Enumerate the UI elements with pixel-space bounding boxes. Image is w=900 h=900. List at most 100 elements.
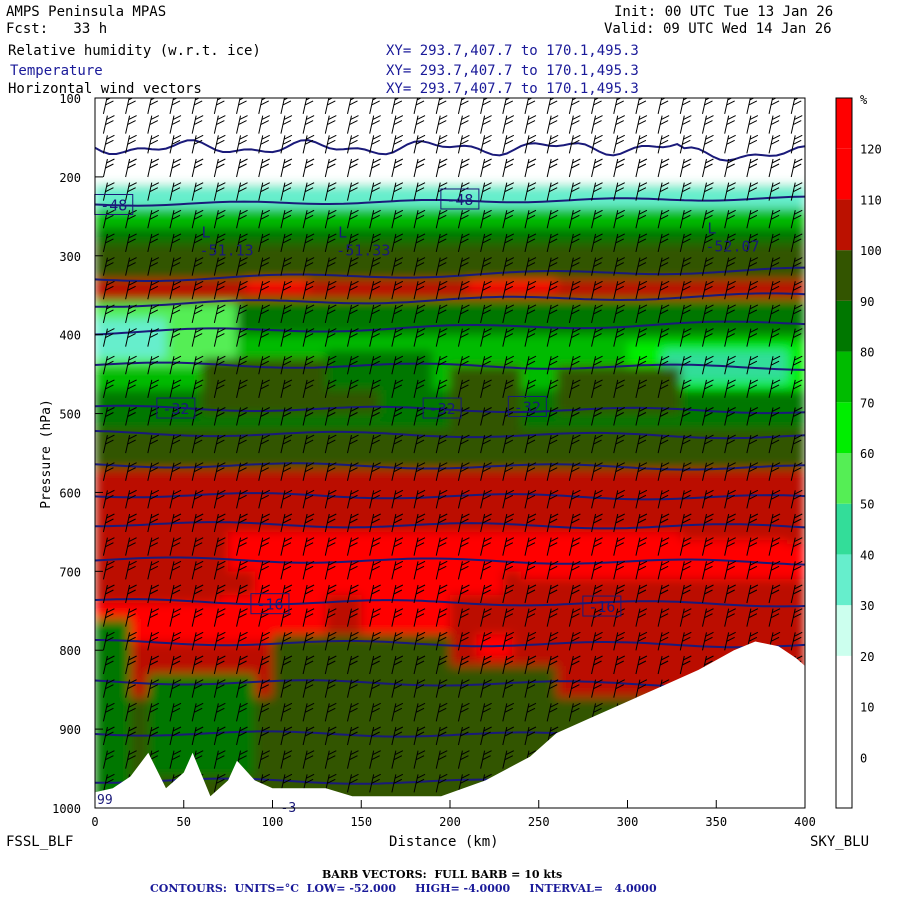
wind-barb [125,98,136,114]
colorbar-label: 70 [860,396,874,410]
contour-label: -48 [94,194,134,215]
wind-barb [591,209,603,229]
wind-barb [724,560,736,580]
wind-barb [591,257,603,276]
wind-barb [280,537,293,556]
wind-barb [435,584,448,604]
wind-barb [635,560,648,580]
wind-barb [302,434,315,454]
wind-barb [701,407,714,426]
wind-barb [480,355,492,375]
wind-barb [413,158,426,178]
wind-barb [147,355,160,375]
wind-barb [102,679,115,698]
wind-barb [413,462,426,481]
wind-barb [457,328,470,347]
wind-barb [457,233,470,253]
wind-barb [125,584,137,604]
field-temp-xy: XY= 293.7,407.7 to 170.1,495.3 [386,63,639,79]
wind-barb [635,257,648,276]
wind-barb [213,726,226,746]
wind-barb [613,115,625,134]
wind-barb [613,560,625,580]
wind-barb [480,158,492,178]
wind-barb [768,608,781,627]
wind-barb [280,182,293,201]
wind-barb [790,560,803,580]
wind-barb [790,209,803,229]
wind-barb [147,462,160,481]
wind-barb [369,560,381,580]
wind-barb [102,182,115,201]
wind-barb [679,560,692,580]
wind-barb [591,489,603,509]
wind-barb [258,462,270,481]
wind-barb [280,608,293,627]
wind-barb [457,655,470,675]
wind-barb [236,513,248,533]
contour-line [95,556,805,566]
wind-barb [457,513,470,533]
wind-barb [502,655,515,675]
wind-barb [546,702,559,722]
wind-barb [191,726,204,746]
wind-barb [724,489,736,509]
wind-barb [369,655,381,675]
wind-barb [391,702,404,722]
wind-barb [457,462,470,481]
wind-barb [280,115,293,134]
wind-barb [413,304,426,324]
colorbar-segment [836,706,852,758]
wind-barb [346,702,359,722]
wind-barb [191,115,204,134]
wind-barb [258,434,270,454]
wind-barb [480,304,492,324]
wind-barb [568,702,581,722]
wind-barb [724,631,736,651]
wind-barb [236,631,248,651]
field-wind-name: Horizontal wind vectors [8,81,202,97]
wind-barb [435,462,448,481]
wind-barb [413,513,426,533]
wind-barb [302,182,315,201]
wind-barb [568,608,581,627]
wind-barb [302,209,315,229]
wind-barb [102,537,115,556]
wind-barb [435,608,448,627]
wind-barb [435,773,448,793]
wind-barb [413,379,426,398]
wind-barb [701,379,714,398]
wind-barb [502,355,515,375]
wind-barb [701,462,714,481]
wind-barb [102,233,115,253]
wind-barb [191,158,204,178]
wind-barb [768,513,781,533]
wind-barb [125,158,137,178]
colorbar-label: 30 [860,599,874,613]
wind-barb [391,608,404,627]
wind-barb [679,209,692,229]
wind-barb [502,560,515,580]
wind-barb [613,434,625,454]
wind-barb [613,182,625,201]
wind-barb [768,257,781,276]
wind-barb [191,537,204,556]
wind-barb [635,655,648,675]
wind-barb [635,679,648,698]
wind-barb [236,115,248,134]
wind-barb [324,328,337,347]
wind-barb [701,134,714,154]
wind-barb [635,158,648,178]
contour-line [95,598,805,608]
colorbar-label: 50 [860,498,874,512]
wind-barb [346,280,359,300]
wind-barb [746,209,759,229]
wind-barb [147,115,160,134]
wind-barb [102,257,115,276]
wind-barb [413,584,426,604]
wind-barb [457,434,470,454]
wind-barb [546,631,559,651]
wind-barb [236,407,248,426]
wind-barb [679,355,692,375]
wind-barb [258,355,270,375]
